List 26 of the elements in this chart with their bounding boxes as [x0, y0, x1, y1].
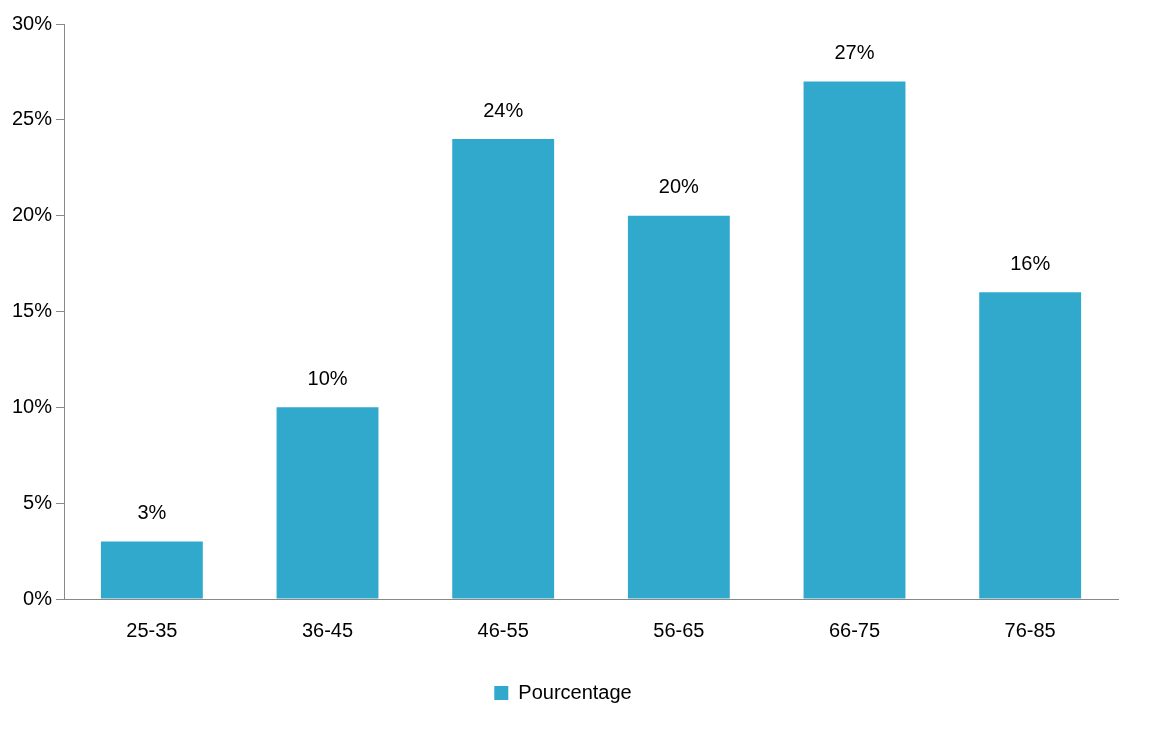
- bar: [276, 407, 379, 599]
- data-label: 27%: [834, 41, 875, 64]
- x-tick-label: 36-45: [301, 618, 354, 641]
- bar: [627, 215, 730, 599]
- data-label: 10%: [307, 366, 348, 389]
- x-tick-label: 66-75: [828, 618, 881, 641]
- bar: [100, 541, 203, 599]
- x-tick-label: 25-35: [126, 618, 178, 641]
- y-tick-label: 0%: [23, 586, 53, 609]
- y-tick-label: 15%: [12, 299, 53, 322]
- y-tick-label: 10%: [12, 394, 53, 417]
- x-tick-label: 46-55: [477, 618, 529, 641]
- x-tick-label: 56-65: [653, 618, 705, 641]
- x-tick-label: 76-85: [1004, 618, 1056, 641]
- bar: [803, 81, 906, 599]
- y-tick-label: 5%: [23, 490, 53, 513]
- y-tick-label: 30%: [12, 11, 53, 34]
- bar: [979, 292, 1082, 599]
- data-label: 3%: [137, 501, 167, 524]
- data-label: 24%: [483, 98, 524, 121]
- y-tick-label: 25%: [12, 107, 53, 130]
- legend-label: Pourcentage: [518, 680, 632, 703]
- bar: [452, 139, 555, 599]
- data-label: 20%: [658, 175, 700, 198]
- y-tick-label: 20%: [12, 203, 53, 226]
- data-label: 16%: [1010, 251, 1051, 274]
